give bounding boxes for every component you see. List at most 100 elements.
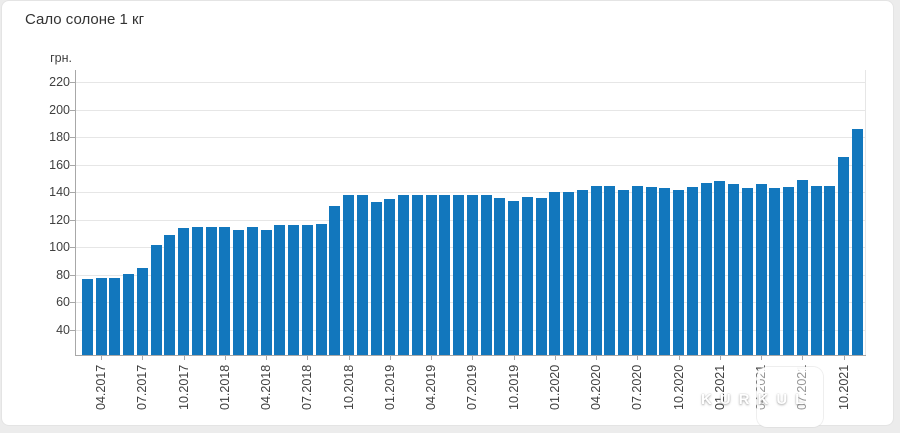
bar[interactable] [316, 224, 327, 355]
bar[interactable] [756, 184, 767, 355]
x-axis-tick [349, 356, 350, 360]
bar[interactable] [481, 195, 492, 355]
x-axis-tick [761, 356, 762, 360]
bar[interactable] [769, 188, 780, 355]
x-axis-tick [472, 356, 473, 360]
bar[interactable] [247, 227, 258, 355]
x-axis-line [75, 355, 866, 356]
watermark-logo-frame [757, 367, 823, 427]
x-tick-label: 01.2018 [218, 364, 232, 410]
bar[interactable] [192, 227, 203, 355]
bar[interactable] [838, 157, 849, 355]
bar[interactable] [261, 230, 272, 355]
x-axis-tick [802, 356, 803, 360]
bar[interactable] [563, 192, 574, 355]
bar[interactable] [632, 186, 643, 355]
y-tick-label: 200 [49, 103, 70, 117]
bar[interactable] [701, 183, 712, 355]
bar[interactable] [728, 184, 739, 355]
bar[interactable] [96, 278, 107, 355]
bar[interactable] [659, 188, 670, 355]
bar[interactable] [453, 195, 464, 355]
y-axis-tick [70, 192, 75, 193]
bar[interactable] [343, 195, 354, 355]
bar[interactable] [164, 235, 175, 355]
bar[interactable] [852, 129, 863, 355]
y-tick-label: 140 [49, 185, 70, 199]
x-axis-tick [101, 356, 102, 360]
x-tick-label: 04.2019 [424, 364, 438, 410]
bar[interactable] [673, 190, 684, 355]
bar[interactable] [288, 225, 299, 355]
bar[interactable] [467, 195, 478, 355]
y-axis-tick [70, 275, 75, 276]
gridline [75, 192, 865, 193]
bar[interactable] [824, 186, 835, 355]
y-axis-tick [70, 82, 75, 83]
bar[interactable] [426, 195, 437, 355]
x-tick-label: 10.2021 [837, 364, 851, 410]
x-tick-label: 07.2019 [465, 364, 479, 410]
x-tick-label: 07.2017 [135, 364, 149, 410]
bar[interactable] [357, 195, 368, 355]
x-tick-label: 10.2017 [177, 364, 191, 410]
y-tick-label: 120 [49, 213, 70, 227]
watermark: KURKUL [701, 391, 813, 408]
x-tick-label: 04.2017 [94, 364, 108, 410]
bar[interactable] [371, 202, 382, 355]
x-axis-tick [514, 356, 515, 360]
bar[interactable] [783, 187, 794, 355]
bar[interactable] [151, 245, 162, 355]
bar[interactable] [591, 186, 602, 355]
bar[interactable] [398, 195, 409, 355]
bar[interactable] [302, 225, 313, 355]
bar[interactable] [412, 195, 423, 355]
x-axis-tick [637, 356, 638, 360]
y-axis-tick [70, 220, 75, 221]
bar[interactable] [274, 225, 285, 355]
bar[interactable] [797, 180, 808, 355]
bar[interactable] [508, 201, 519, 355]
bar[interactable] [811, 186, 822, 355]
x-tick-label: 04.2018 [259, 364, 273, 410]
x-tick-label: 07.2020 [630, 364, 644, 410]
x-axis-tick [307, 356, 308, 360]
y-axis-tick [70, 165, 75, 166]
y-axis-tick [70, 247, 75, 248]
bar[interactable] [123, 274, 134, 355]
bar[interactable] [714, 181, 725, 355]
bar[interactable] [384, 199, 395, 355]
bar[interactable] [178, 228, 189, 355]
gridline [75, 137, 865, 138]
bar[interactable] [549, 192, 560, 355]
y-axis-tick [70, 330, 75, 331]
x-tick-label: 07.2018 [300, 364, 314, 410]
bar[interactable] [329, 206, 340, 355]
bar[interactable] [206, 227, 217, 355]
bar[interactable] [137, 268, 148, 355]
chart-title: Сало солоне 1 кг [25, 11, 145, 28]
x-tick-label: 01.2019 [383, 364, 397, 410]
bar[interactable] [577, 190, 588, 355]
gridline [75, 82, 865, 83]
bar[interactable] [233, 230, 244, 355]
bar[interactable] [536, 198, 547, 355]
bar[interactable] [494, 198, 505, 355]
bar[interactable] [439, 195, 450, 355]
x-tick-label: 10.2019 [507, 364, 521, 410]
y-axis-tick [70, 302, 75, 303]
y-axis-unit-label: грн. [50, 51, 72, 65]
bar[interactable] [522, 197, 533, 355]
x-axis-tick [431, 356, 432, 360]
x-axis-tick [596, 356, 597, 360]
bar[interactable] [604, 186, 615, 355]
bar[interactable] [646, 187, 657, 355]
bar[interactable] [219, 227, 230, 355]
bar[interactable] [687, 187, 698, 355]
y-tick-label: 180 [49, 130, 70, 144]
bar[interactable] [82, 279, 93, 355]
x-tick-label: 01.2020 [548, 364, 562, 410]
bar[interactable] [109, 278, 120, 355]
bar[interactable] [618, 190, 629, 355]
bar[interactable] [742, 188, 753, 355]
